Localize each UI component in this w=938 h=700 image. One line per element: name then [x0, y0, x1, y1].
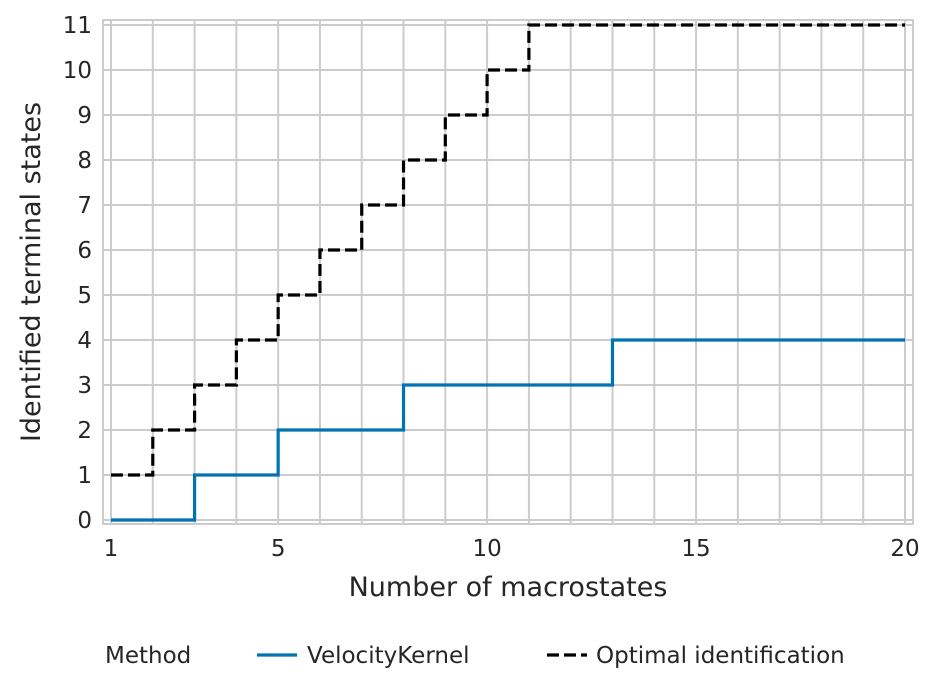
x-tick-label: 15 — [681, 536, 710, 562]
series-line-velocitykernel — [111, 338, 905, 522]
y-tick-label: 9 — [77, 103, 92, 129]
x-tick-label: 5 — [271, 536, 286, 562]
series-line-optimal-identification — [111, 23, 905, 477]
x-tick-label: 20 — [890, 536, 919, 562]
y-tick-label: 5 — [77, 283, 92, 309]
y-tick-label: 7 — [77, 193, 92, 219]
x-axis-title: Number of macrostates — [349, 572, 668, 603]
y-axis-title: Identified terminal states — [16, 102, 47, 442]
y-tick-label: 0 — [77, 508, 92, 534]
x-tick-label: 1 — [104, 536, 119, 562]
grid — [103, 20, 913, 524]
y-tick-label: 8 — [77, 148, 92, 174]
y-tick-label: 10 — [63, 58, 92, 84]
legend-label-optimal-identification: Optimal identification — [596, 643, 845, 669]
legend-title: Method — [105, 643, 191, 669]
y-tick-label: 6 — [77, 238, 92, 264]
x-tick-label: 10 — [472, 536, 501, 562]
plot-frame — [102, 19, 914, 525]
y-tick-label: 2 — [77, 418, 92, 444]
legend: Method VelocityKernel Optimal identifica… — [105, 643, 845, 669]
y-tick-label: 1 — [77, 463, 92, 489]
legend-label-velocitykernel: VelocityKernel — [307, 643, 469, 669]
y-tick-label: 3 — [77, 373, 92, 399]
y-tick-label: 11 — [63, 13, 92, 39]
y-tick-label: 4 — [77, 328, 92, 354]
series-layer — [111, 23, 905, 522]
